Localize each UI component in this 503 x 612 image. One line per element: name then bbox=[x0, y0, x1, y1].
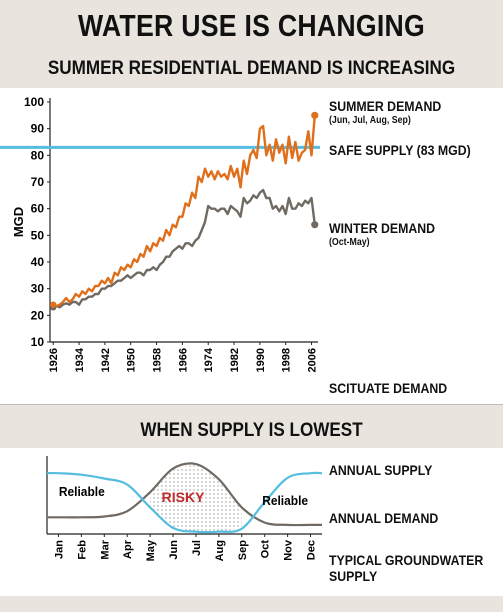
summer-months-label: (Jun, Jul, Aug, Sep) bbox=[329, 115, 411, 126]
scituate-demand-label: SCITUATE DEMAND bbox=[329, 380, 448, 396]
summer-demand-line-start-point bbox=[50, 301, 57, 308]
x-tick-label: 1926 bbox=[48, 348, 60, 372]
section-heading: WHEN SUPPLY IS LOWEST bbox=[140, 420, 363, 441]
month-label: Nov bbox=[283, 539, 295, 561]
x-tick-label: 1990 bbox=[255, 348, 267, 372]
month-label: Aug bbox=[214, 540, 226, 561]
x-tick-label: 1950 bbox=[126, 348, 138, 372]
x-tick-label: 1974 bbox=[203, 347, 215, 372]
month-label: May bbox=[145, 539, 157, 561]
reliable-left-label: Reliable bbox=[59, 485, 105, 500]
y-tick-label: 50 bbox=[31, 228, 45, 242]
x-tick-label: 1942 bbox=[100, 348, 112, 372]
y-tick-label: 30 bbox=[31, 282, 45, 296]
winter-demand-line bbox=[52, 188, 316, 309]
risky-label: RISKY bbox=[162, 489, 205, 505]
x-tick-label: 1958 bbox=[152, 348, 164, 372]
y-tick-label: 20 bbox=[31, 308, 45, 322]
annual-demand-label: ANNUAL DEMAND bbox=[329, 510, 439, 526]
reliable-right-label: Reliable bbox=[262, 494, 308, 509]
annual-supply-label: ANNUAL SUPPLY bbox=[329, 462, 433, 478]
y-tick-label: 90 bbox=[31, 122, 45, 136]
x-tick-label: 1998 bbox=[281, 348, 293, 372]
groundwater-supply-label: TYPICAL GROUNDWATER SUPPLY bbox=[329, 552, 484, 584]
month-label: Jan bbox=[53, 540, 65, 559]
month-label: Jul bbox=[191, 540, 203, 556]
demand-line-chart: 10 20 30 40 50 60 70 80 90 100 MGD 1926 1934 1942 1950… bbox=[0, 95, 320, 372]
month-label: Dec bbox=[306, 540, 318, 560]
risky-shaded-area bbox=[150, 464, 242, 532]
x-tick-label: 1934 bbox=[74, 347, 86, 372]
annual-supply-curve bbox=[46, 471, 323, 534]
y-tick-label: 60 bbox=[31, 202, 45, 216]
y-tick-label: 10 bbox=[31, 335, 45, 349]
x-tick-label: 1982 bbox=[229, 348, 241, 372]
month-label: Feb bbox=[76, 540, 88, 560]
month-label: Mar bbox=[99, 539, 111, 559]
summer-demand-label: SUMMER DEMAND bbox=[329, 98, 442, 114]
y-axis-label: MGD bbox=[11, 207, 26, 237]
page-title: WATER USE IS CHANGING bbox=[77, 8, 426, 43]
month-label: Apr bbox=[122, 539, 134, 559]
winter-demand-label: WINTER DEMAND bbox=[329, 220, 436, 236]
annual-demand-curve bbox=[47, 462, 322, 527]
section-subtitle: SUMMER RESIDENTIAL DEMAND IS INCREASING bbox=[47, 58, 456, 79]
x-tick-label: 1966 bbox=[177, 348, 189, 372]
seasonal-chart-panel: Jan Feb Mar Apr May Jun Jul Aug Sep Oct Nov Dec Reli… bbox=[0, 448, 503, 596]
winter-demand-line-end-point bbox=[311, 221, 319, 229]
month-label: Oct bbox=[260, 540, 272, 559]
summer-demand-line-end-point bbox=[311, 111, 319, 119]
month-label: Jun bbox=[168, 540, 180, 560]
safe-supply-label: SAFE SUPPLY (83 MGD) bbox=[329, 142, 471, 158]
winter-months-label: (Oct-May) bbox=[329, 237, 370, 248]
month-label: Sep bbox=[237, 540, 249, 560]
y-tick-label: 70 bbox=[31, 175, 45, 189]
seasonal-supply-chart: Jan Feb Mar Apr May Jun Jul Aug Sep Oct Nov Dec Reli… bbox=[46, 456, 323, 561]
y-tick-label: 40 bbox=[31, 255, 45, 269]
y-tick-label: 80 bbox=[31, 148, 45, 162]
summer-demand-line bbox=[52, 115, 316, 308]
x-tick-label: 2006 bbox=[307, 348, 319, 372]
y-tick-label: 100 bbox=[24, 95, 44, 109]
demand-chart-panel: 10 20 30 40 50 60 70 80 90 100 MGD 1926 1934 1942 1950… bbox=[0, 88, 503, 404]
